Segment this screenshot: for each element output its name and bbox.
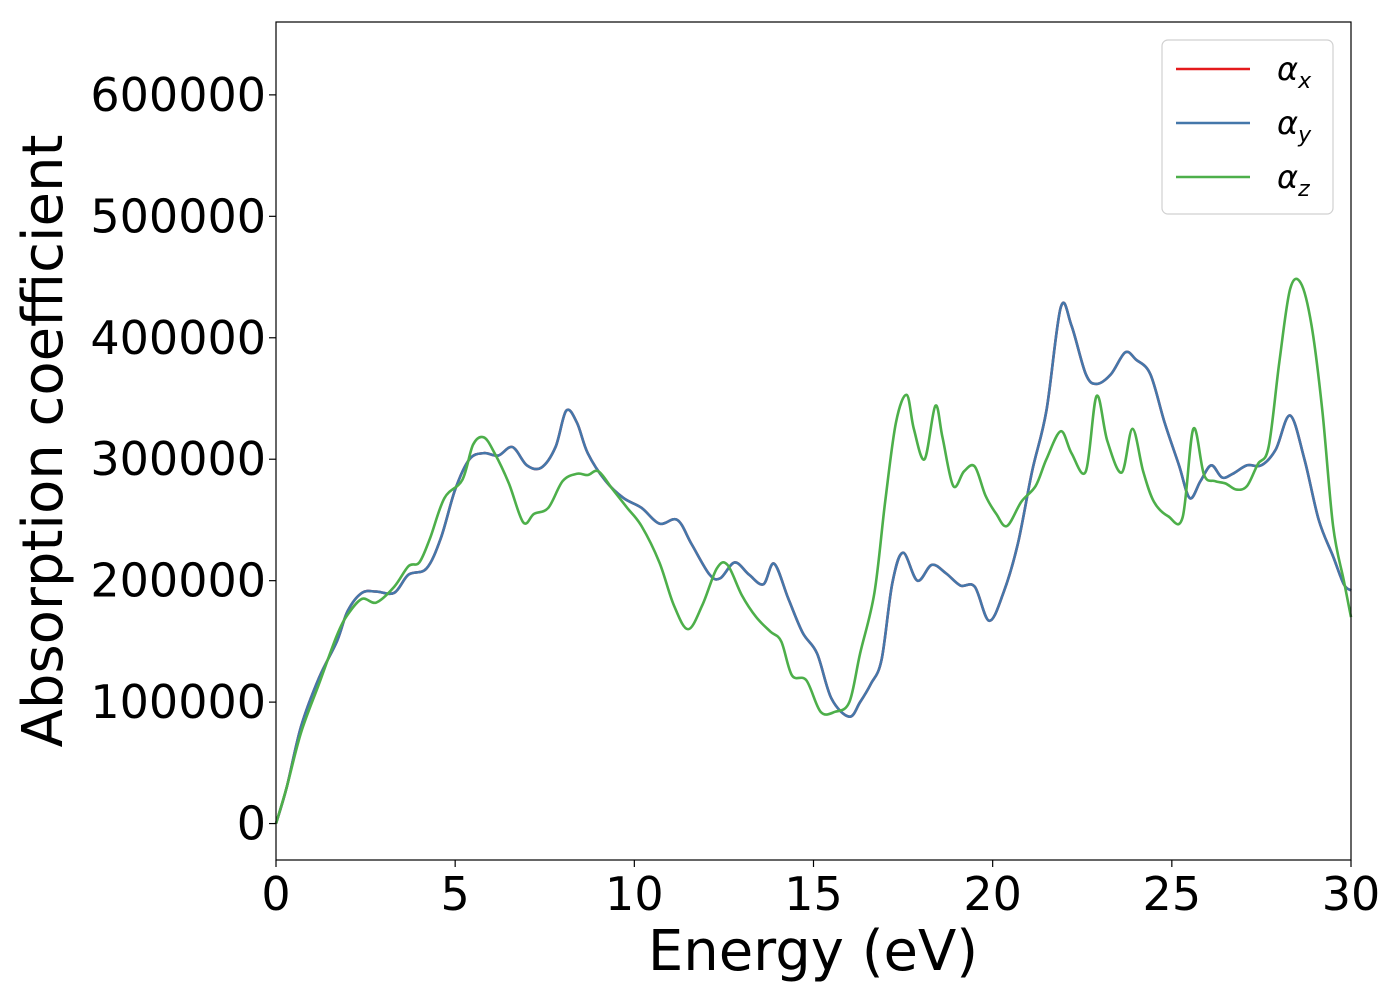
legend: αx αy αz [1161, 39, 1334, 215]
x-tick-label: 15 [784, 867, 843, 921]
y-tick-label: 0 [237, 797, 266, 851]
x-tick-label: 30 [1322, 867, 1381, 921]
y-axis-ticks: 0 100000 200000 300000 400000 500000 600000 [90, 68, 276, 851]
x-tick-label: 5 [441, 867, 470, 921]
x-tick-label: 0 [261, 867, 290, 921]
series-line-z [274, 277, 1353, 824]
series-layer [274, 277, 1353, 824]
legend-items: αx αy αz [1176, 50, 1312, 202]
x-tick-label: 10 [605, 867, 664, 921]
legend-label-x: αx [1277, 50, 1312, 94]
legend-label-z: αz [1277, 158, 1310, 202]
y-tick-label: 200000 [90, 554, 266, 608]
y-tick-label: 300000 [90, 432, 266, 486]
y-tick-label: 100000 [90, 675, 266, 729]
legend-box [1161, 39, 1334, 215]
legend-label-y: αy [1277, 104, 1312, 148]
y-tick-label: 600000 [90, 68, 266, 122]
x-tick-label: 25 [1143, 867, 1202, 921]
x-axis-label: Energy (eV) [648, 919, 978, 984]
y-tick-label: 500000 [90, 189, 266, 243]
y-axis-label: Absorption coefficient [11, 135, 76, 748]
y-tick-label: 400000 [90, 311, 266, 365]
x-tick-label: 20 [963, 867, 1022, 921]
x-axis-ticks: 0 5 10 15 20 25 30 [261, 860, 1380, 921]
